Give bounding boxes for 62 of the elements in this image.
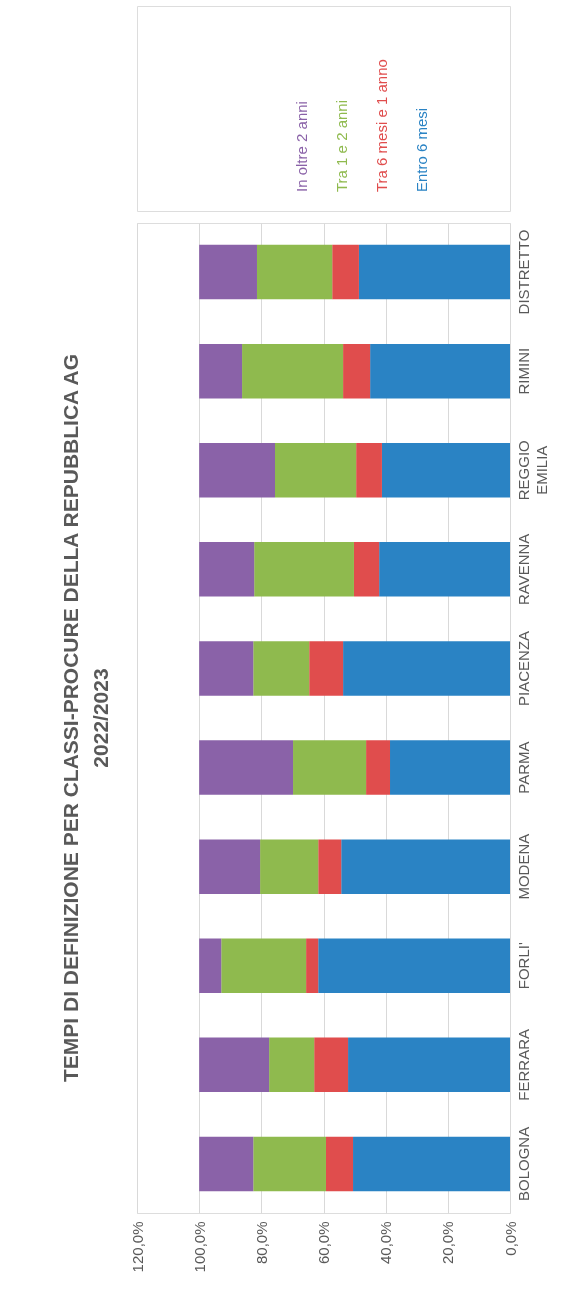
x-tick-label: 80,0% bbox=[252, 1221, 270, 1265]
bar bbox=[318, 839, 342, 894]
bar bbox=[199, 641, 254, 696]
text: Tra 6 mesi e 1 anno bbox=[373, 59, 390, 192]
bar bbox=[353, 1136, 510, 1192]
bar bbox=[309, 641, 344, 696]
bar bbox=[341, 839, 510, 894]
text: TEMPI DI DEFINIZIONE PER CLASSI-PROCURE DELLA REPUBBLICA AG 2022/2023 bbox=[59, 353, 112, 1083]
bar bbox=[332, 244, 359, 300]
x-tick-label: 20,0% bbox=[439, 1221, 457, 1265]
bar bbox=[275, 443, 357, 498]
bar bbox=[318, 938, 510, 993]
bar bbox=[199, 244, 257, 300]
bar bbox=[325, 1136, 354, 1192]
y-tick-label: MODENA bbox=[514, 833, 532, 900]
y-tick-label: PARMA bbox=[514, 741, 532, 794]
y-tick-label: RAVENNA bbox=[514, 533, 532, 606]
bar bbox=[199, 740, 294, 795]
bar bbox=[356, 443, 382, 498]
y-tick-label: BOLOGNA bbox=[514, 1126, 532, 1202]
y-tick-label: PIACENZA bbox=[514, 630, 532, 706]
bar bbox=[348, 1037, 510, 1093]
x-tick-label: 0,0% bbox=[501, 1221, 519, 1256]
bar bbox=[199, 1037, 270, 1093]
bar bbox=[260, 839, 319, 894]
bar bbox=[253, 1136, 326, 1192]
bar bbox=[199, 839, 261, 894]
y-tick-label: DISTRETTO bbox=[514, 229, 532, 315]
y-tick-label: FERRARA bbox=[514, 1029, 532, 1101]
bar bbox=[366, 740, 391, 795]
bar bbox=[269, 1037, 315, 1093]
bar bbox=[199, 1136, 254, 1192]
bar bbox=[199, 938, 222, 993]
text: In oltre 2 anni bbox=[293, 101, 310, 192]
x-tick-label: 120,0% bbox=[128, 1221, 146, 1273]
y-tick-label: FORLI' bbox=[514, 942, 532, 990]
y-tick-label: REGGIO EMILIA bbox=[514, 440, 550, 501]
bar bbox=[343, 641, 510, 696]
x-tick-label: 100,0% bbox=[190, 1221, 208, 1273]
bar bbox=[390, 740, 510, 795]
bar bbox=[379, 542, 510, 597]
y-tick-label: RIMINI bbox=[514, 347, 532, 395]
text: Entro 6 mesi bbox=[413, 107, 430, 192]
bar bbox=[293, 740, 367, 795]
bar bbox=[306, 938, 319, 993]
bar bbox=[253, 641, 310, 696]
text: Tra 1 e 2 anni bbox=[333, 100, 350, 192]
bar bbox=[353, 542, 380, 597]
bar bbox=[254, 542, 354, 597]
bar bbox=[242, 343, 344, 399]
x-tick-label: 40,0% bbox=[377, 1221, 395, 1265]
bar bbox=[370, 343, 510, 399]
bar bbox=[314, 1037, 349, 1093]
bar bbox=[199, 443, 276, 498]
bar bbox=[381, 443, 510, 498]
x-tick-label: 60,0% bbox=[315, 1221, 332, 1265]
bar bbox=[199, 343, 243, 399]
bar bbox=[358, 244, 510, 300]
bar bbox=[256, 244, 333, 300]
bar bbox=[221, 938, 307, 993]
bar bbox=[199, 542, 255, 597]
bar bbox=[343, 343, 371, 399]
